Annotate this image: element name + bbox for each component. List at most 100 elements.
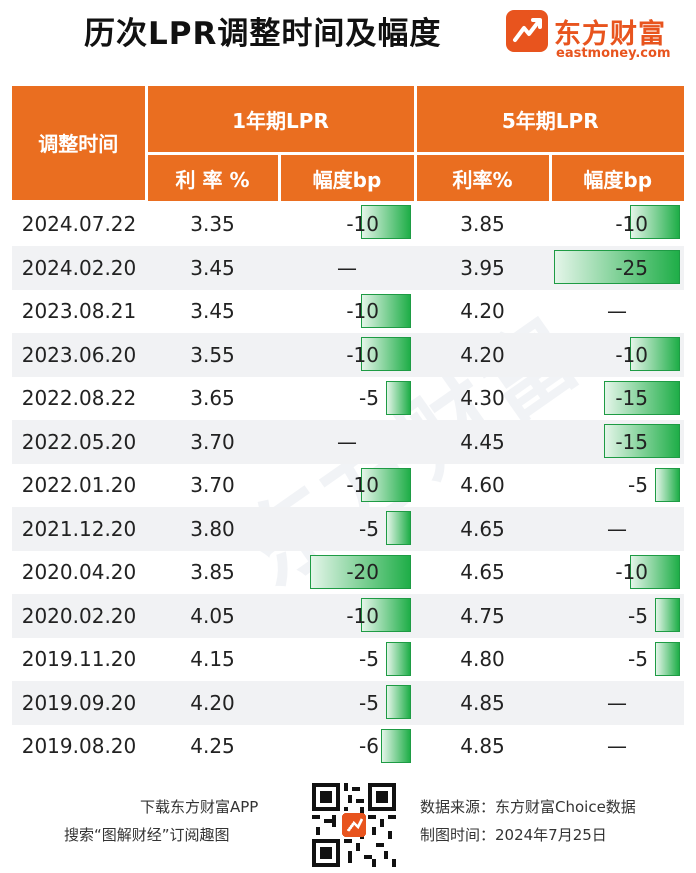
date-cell: 2020.04.20 [12,551,146,595]
change-1y-bar [386,641,411,676]
change-5y-cell: -5 [550,594,684,638]
rate-5y-cell-text: 4.60 [460,473,505,498]
rate-1y-cell-text: 3.65 [190,386,235,411]
rate-5y-cell: 4.45 [415,420,550,464]
change-5y-cell-text: -25 [615,255,648,280]
rate-1y-cell-text: 3.70 [190,473,235,498]
change-1y-cell-text: -10 [346,473,379,498]
change-1y-bar [386,685,411,719]
change-1y-cell-text: -5 [359,386,379,411]
change-1y-cell: -20 [279,551,415,595]
date-cell-text: 2022.08.22 [21,386,137,411]
header-date: 调整时间 [12,86,148,203]
rate-1y-cell: 3.70 [146,420,279,464]
date-cell-text: 2023.08.21 [21,299,137,324]
rate-1y-cell: 3.45 [146,290,279,334]
change-5y-cell-text: -15 [615,429,648,454]
rate-5y-cell: 4.75 [415,594,550,638]
rate-1y-cell-text: 3.35 [190,211,235,236]
change-5y-cell: -5 [550,464,684,508]
date-cell-text: 2020.02.20 [21,603,137,628]
rate-5y-cell-text: 4.85 [460,734,505,759]
date-cell-text: 2019.08.20 [21,734,137,759]
header-change-1y: 幅度bp [277,153,417,201]
rate-1y-cell: 4.05 [146,594,279,638]
date-cell: 2024.02.20 [12,246,146,290]
change-1y-bar [381,728,411,763]
change-5y-cell-text: — [607,516,627,541]
rate-5y-cell: 3.85 [415,201,550,246]
rate-5y-cell: 4.20 [415,333,550,377]
table-row: 2019.11.20 4.15 -5 4.80 -5 [12,638,684,682]
table-row: 2020.04.20 3.85 -20 4.65 -10 [12,551,684,595]
date-cell: 2023.06.20 [12,333,146,377]
rate-1y-cell-text: 3.55 [190,342,235,367]
rate-1y-cell-text: 3.45 [190,299,235,324]
footer-download-text: 下载东方财富APP [140,798,259,816]
rate-5y-cell-text: 4.20 [460,299,505,324]
change-1y-cell-text: — [337,429,357,454]
change-5y-cell: — [550,725,684,769]
footer-source-text: 数据来源：东方财富Choice数据 [420,798,636,816]
rate-5y-cell-text: 3.85 [460,211,505,236]
table-row: 2023.06.20 3.55 -10 4.20 -10 [12,333,684,377]
rate-1y-cell: 4.20 [146,681,279,725]
rate-5y-cell: 4.65 [415,551,550,595]
date-cell: 2024.07.22 [12,201,146,246]
rate-5y-cell: 4.60 [415,464,550,508]
change-5y-cell: -25 [550,246,684,290]
date-cell-text: 2019.09.20 [21,690,137,715]
change-1y-cell: -10 [279,290,415,334]
date-cell: 2019.11.20 [12,638,146,682]
change-1y-cell: -10 [279,594,415,638]
table-body: 2024.07.22 3.35 -10 3.85 -10 2024.02.20 3.45 — 3… [12,201,684,768]
date-cell-text: 2019.11.20 [21,647,137,672]
change-1y-cell: — [279,246,415,290]
change-1y-cell-text: -5 [359,647,379,672]
rate-5y-cell-text: 4.30 [460,386,505,411]
rate-5y-cell: 3.95 [415,246,550,290]
date-cell-text: 2022.05.20 [21,429,137,454]
date-cell: 2019.08.20 [12,725,146,769]
footer-left: 下载东方财富APP 搜索“图解财经”订阅趣图 [64,793,259,849]
change-5y-cell-text: -5 [628,473,648,498]
date-cell: 2020.02.20 [12,594,146,638]
change-1y-bar [386,511,411,545]
date-cell-text: 2024.07.22 [21,212,137,237]
header-rate-1y: 利 率 % [144,153,281,201]
change-1y-cell: -10 [279,464,415,508]
change-1y-cell-text: -10 [346,211,379,236]
table-row: 2022.05.20 3.70 — 4.45 -15 [12,420,684,464]
change-1y-cell-text: -10 [346,299,379,324]
rate-1y-cell: 3.80 [146,507,279,551]
rate-1y-cell: 3.35 [146,201,279,246]
chart-title: 历次LPR调整时间及幅度 [84,16,442,52]
date-cell-text: 2021.12.20 [21,516,137,541]
rate-1y-cell-text: 4.25 [190,734,235,759]
change-1y-cell: -5 [279,507,415,551]
eastmoney-logo-icon [506,10,548,52]
change-5y-bar [655,598,680,632]
footer-date-text: 制图时间：2024年7月25日 [420,826,607,844]
change-1y-cell-text: -5 [359,690,379,715]
rate-1y-cell-text: 3.85 [190,560,235,585]
date-cell: 2022.08.22 [12,377,146,421]
change-5y-bar [655,467,680,502]
rate-1y-cell: 4.25 [146,725,279,769]
header-change-5y: 幅度bp [548,153,684,201]
date-cell-text: 2023.06.20 [21,342,137,367]
date-cell: 2023.08.21 [12,290,146,334]
date-cell-text: 2022.01.20 [21,473,137,498]
change-5y-cell-text: -10 [615,342,648,367]
table-row: 2024.02.20 3.45 — 3.95 -25 [12,246,684,290]
change-1y-cell: -5 [279,638,415,682]
rate-1y-cell: 3.65 [146,377,279,421]
table-row: 2019.09.20 4.20 -5 4.85 — [12,681,684,725]
date-cell-text: 2024.02.20 [21,255,137,280]
header-1y-lpr: 1年期LPR [144,86,417,155]
rate-5y-cell-text: 4.85 [460,690,505,715]
rate-5y-cell: 4.20 [415,290,550,334]
change-5y-cell-text: — [607,690,627,715]
date-cell: 2021.12.20 [12,507,146,551]
change-1y-cell-text: -5 [359,516,379,541]
